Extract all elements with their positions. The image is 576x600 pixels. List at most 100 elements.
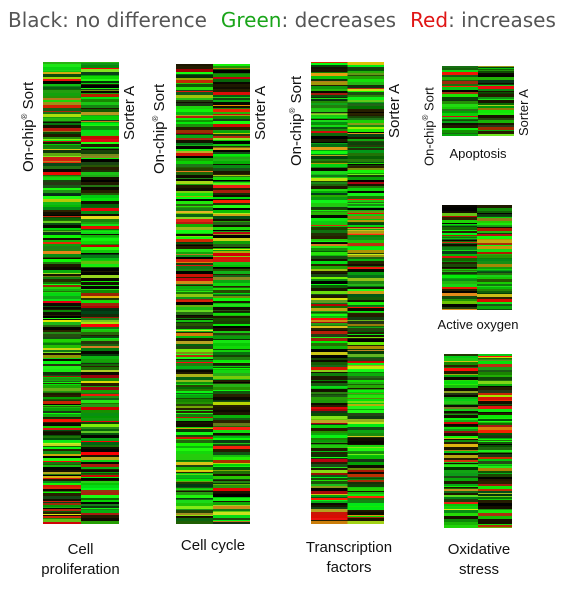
heatmap-cell-cycle-title: Cell cycle: [165, 536, 261, 556]
heatmap-cell-c0-r88: [176, 255, 213, 257]
heatmap-cell-c1-r1: [478, 67, 514, 68]
heatmap-cell-c0-r139: [176, 357, 213, 359]
heatmap-cell-c1-r10: [213, 84, 250, 87]
heatmap-cell-c0-r40: [43, 144, 81, 145]
heatmap-cell-c0-r50: [43, 162, 81, 163]
heatmap-cell-c0-r17: [444, 391, 478, 393]
heatmap-cell-c0-r47: [176, 171, 213, 172]
heatmap-cell-c1-r57: [81, 172, 119, 175]
heatmap-cell-c0-r43: [444, 440, 478, 442]
heatmap-cell-c0-r35: [176, 143, 213, 145]
heatmap-cell-c1-r18: [213, 102, 250, 105]
heatmap-cell-c1-r167: [347, 384, 384, 385]
heatmap-cell-c1-r197: [213, 455, 250, 457]
heatmap-cell-c0-r110: [176, 299, 213, 300]
heatmap-cell-c1-r171: [347, 390, 384, 392]
heatmap-cell-c1-r194: [347, 438, 384, 441]
heatmap-cell-c0-r86: [176, 252, 213, 254]
heatmap-cell-c0-r223: [43, 499, 81, 501]
heatmap-cell-c0-r167: [43, 399, 81, 400]
heatmap-cell-c1-r49: [81, 154, 119, 156]
heatmap-cell-c0-r18: [311, 97, 348, 98]
heatmap-cell-c1-r213: [213, 485, 250, 488]
heatmap-cell-c0-r107: [311, 273, 348, 274]
heatmap-cell-c0-r168: [43, 400, 81, 401]
heatmap-cell-c1-r111: [81, 289, 119, 290]
heatmap-cell-c0-r75: [43, 217, 81, 218]
heatmap-cell-c0-r197: [43, 449, 81, 451]
heatmap-oxidative-stress-title-line-1: Oxidative: [447, 541, 511, 558]
heatmap-cell-c0-r211: [176, 495, 213, 498]
legend-key-green: Green: [220, 8, 282, 32]
heatmap-cell-c0-r65: [311, 184, 348, 186]
heatmap-cell-c1-r66: [478, 481, 512, 484]
heatmap-cell-c1-r47: [478, 444, 512, 445]
heatmap-cell-c1-r229: [347, 510, 384, 511]
heatmap-cell-c1-r10: [478, 372, 512, 375]
heatmap-cell-c1-r51: [213, 165, 250, 168]
heatmap-cell-c0-r227: [43, 505, 81, 507]
heatmap-cell-c0-r171: [311, 405, 348, 407]
heatmap-cell-c0-r174: [43, 408, 81, 411]
heatmap-cell-c1-r100: [347, 250, 384, 253]
heatmap-cell-c1-r43: [81, 144, 119, 147]
heatmap-cell-c1-r139: [213, 335, 250, 336]
heatmap-cell-c1-r174: [81, 429, 119, 431]
heatmap-cell-c0-r15: [442, 233, 477, 235]
heatmap-cell-c0-r0: [311, 62, 348, 63]
heatmap-cell-c1-r188: [213, 436, 250, 438]
heatmap-cell-c1-r199: [81, 480, 119, 481]
heatmap-cell-c1-r107: [81, 281, 119, 282]
heatmap-cell-c0-r215: [176, 503, 213, 506]
heatmap-cell-c1-r28: [478, 412, 512, 413]
heatmap-cell-c1-r215: [81, 513, 119, 515]
heatmap-cell-c1-r69: [478, 489, 512, 491]
heatmap-cell-c0-r176: [176, 428, 213, 429]
heatmap-cell-c1-r47: [213, 157, 250, 159]
heatmap-cell-c1-r119: [213, 296, 250, 298]
heatmap-cell-c0-r16: [176, 100, 213, 102]
heatmap-cell-c1-r59: [81, 177, 119, 180]
heatmap-cell-c1-r144: [213, 346, 250, 349]
heatmap-cell-c1-r236: [347, 521, 384, 524]
heatmap-cell-c0-r168: [311, 397, 348, 400]
heatmap-cell-c1-r21: [478, 397, 512, 400]
heatmap-cell-c1-r2: [347, 67, 384, 68]
heatmap-cell-c1-r72: [478, 494, 512, 496]
heatmap-cell-c0-r169: [176, 414, 213, 417]
heatmap-cell-c1-r180: [347, 404, 384, 406]
heatmap-cell-c1-r216: [213, 493, 250, 494]
heatmap-cell-c1-r9: [81, 81, 119, 83]
heatmap-cell-c0-r44: [311, 143, 348, 144]
heatmap-cell-c0-r63: [444, 484, 478, 485]
heatmap-cell-c0-r3: [444, 361, 478, 362]
heatmap-cell-c0-r94: [311, 244, 348, 246]
heatmap-cell-c0-r35: [442, 264, 477, 267]
heatmap-cell-c0-r105: [176, 290, 213, 291]
heatmap-cell-c1-r6: [477, 217, 512, 218]
heatmap-cell-c1-r64: [478, 477, 512, 479]
heatmap-cell-c1-r19: [478, 393, 512, 395]
heatmap-cell-c1-r10: [478, 83, 514, 84]
heatmap-cell-c0-r233: [43, 514, 81, 515]
heatmap-cell-c1-r126: [347, 307, 384, 308]
heatmap-cell-c0-r23: [176, 116, 213, 118]
heatmap-cell-c0-r61: [311, 177, 348, 178]
heatmap-cell-c0-r75: [176, 233, 213, 234]
heatmap-cell-c1-r180: [81, 442, 119, 445]
heatmap-cell-c0-r108: [43, 285, 81, 287]
heatmap-cell-c0-r57: [311, 168, 348, 171]
heatmap-cell-c1-r33: [347, 127, 384, 129]
heatmap-cell-c0-r6: [43, 74, 81, 77]
heatmap-cell-c1-r39: [81, 135, 119, 136]
heatmap-cell-c1-r35: [477, 272, 512, 273]
heatmap-cell-c1-r9: [477, 223, 512, 225]
heatmap-cell-c1-r98: [213, 256, 250, 257]
heatmap-cell-c1-r135: [347, 324, 384, 326]
heatmap-cell-c0-r97: [43, 262, 81, 264]
heatmap-cell-c0-r196: [176, 472, 213, 473]
heatmap-cell-c1-r184: [81, 452, 119, 455]
heatmap-cell-c0-r61: [43, 185, 81, 188]
heatmap-cell-c1-r5: [213, 73, 250, 74]
heatmap-cell-c0-r214: [176, 500, 213, 503]
